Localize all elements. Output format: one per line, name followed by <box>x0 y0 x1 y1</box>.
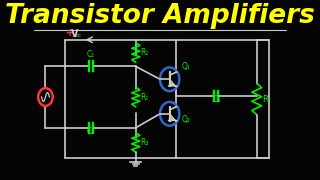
Text: cc: cc <box>76 33 82 38</box>
Text: +: + <box>67 28 75 38</box>
Text: R₃: R₃ <box>141 138 149 147</box>
Text: C₃: C₃ <box>212 95 221 104</box>
Text: V: V <box>70 29 78 39</box>
Text: Q₂: Q₂ <box>182 115 191 124</box>
Text: C₁: C₁ <box>86 50 95 59</box>
Text: Rₗ: Rₗ <box>262 94 270 103</box>
Text: R₁: R₁ <box>141 93 149 102</box>
Text: Transistor Amplifiers: Transistor Amplifiers <box>5 3 315 29</box>
Text: C₂: C₂ <box>86 127 95 136</box>
Text: R₁: R₁ <box>141 48 149 57</box>
Text: Q₁: Q₁ <box>182 62 191 71</box>
